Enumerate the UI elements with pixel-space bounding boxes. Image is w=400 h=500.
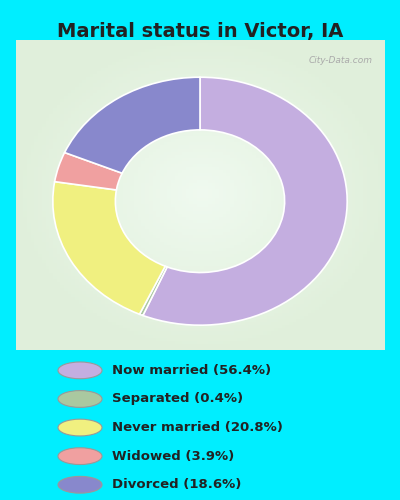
Wedge shape [65, 77, 200, 173]
Circle shape [58, 476, 102, 493]
Wedge shape [143, 77, 347, 325]
Circle shape [58, 362, 102, 379]
Wedge shape [53, 182, 165, 314]
Text: Widowed (3.9%): Widowed (3.9%) [112, 450, 234, 462]
Text: City-Data.com: City-Data.com [309, 56, 373, 64]
Text: Marital status in Victor, IA: Marital status in Victor, IA [57, 22, 343, 42]
Circle shape [58, 448, 102, 464]
Circle shape [58, 419, 102, 436]
Wedge shape [55, 152, 122, 190]
Text: Divorced (18.6%): Divorced (18.6%) [112, 478, 241, 491]
Circle shape [58, 390, 102, 407]
Text: Never married (20.8%): Never married (20.8%) [112, 421, 283, 434]
Wedge shape [140, 266, 167, 316]
Text: Now married (56.4%): Now married (56.4%) [112, 364, 271, 377]
Text: Separated (0.4%): Separated (0.4%) [112, 392, 243, 406]
